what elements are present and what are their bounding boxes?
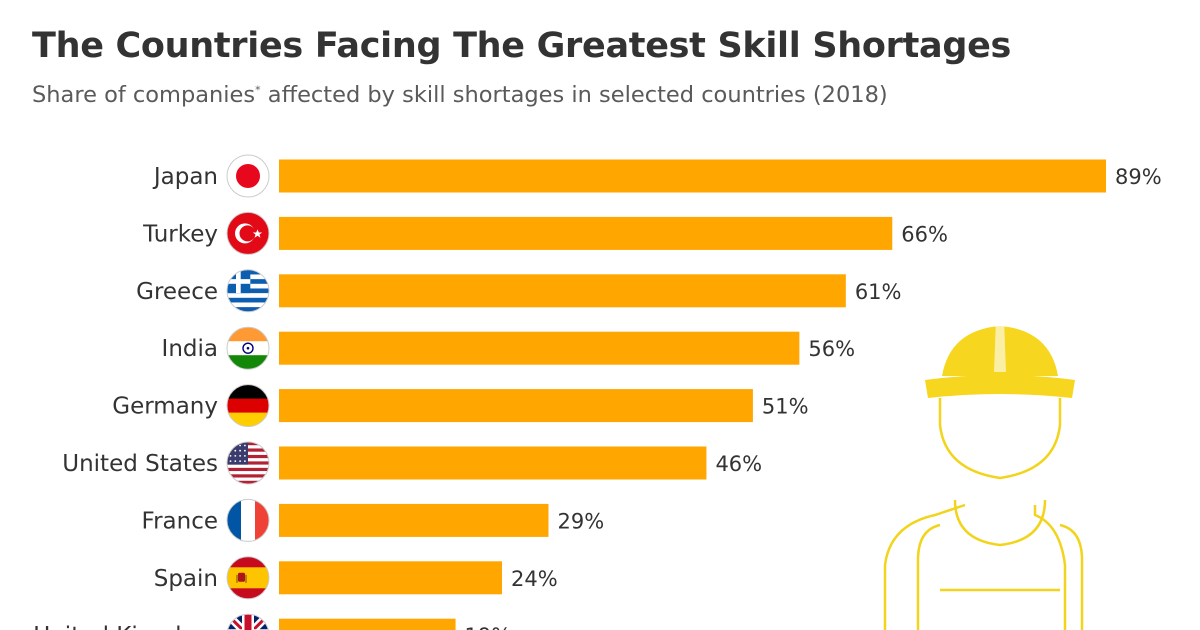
united-states-flag — [226, 441, 270, 485]
category-label: Turkey — [142, 221, 218, 247]
category-label: Japan — [152, 164, 218, 190]
category-label: United States — [62, 451, 218, 477]
bar — [279, 618, 456, 630]
subtitle-text-end: affected by skill shortages in selected … — [260, 82, 888, 108]
value-label: 51% — [762, 395, 809, 419]
chart-title: The Countries Facing The Greatest Skill … — [32, 26, 1012, 66]
category-label: Germany — [112, 394, 218, 420]
united-kingdom-flag — [227, 613, 269, 630]
bar — [279, 389, 753, 423]
category-label: Spain — [154, 566, 218, 592]
bar — [279, 561, 503, 595]
value-label: 56% — [808, 337, 855, 361]
category-label: Greece — [136, 279, 218, 305]
bar — [279, 159, 1106, 193]
japan-flag — [226, 154, 270, 198]
bar — [279, 216, 893, 250]
chart-rows: Japan 89% Turkey 66% Greece 61% India 56% German… — [33, 154, 1162, 630]
chart-subtitle: Share of companies* affected by skill sh… — [32, 82, 888, 108]
value-label: 46% — [715, 452, 762, 476]
spain-flag — [226, 556, 270, 600]
bar — [279, 446, 707, 480]
france-flag — [226, 498, 270, 542]
germany-flag — [226, 384, 270, 428]
turkey-flag — [226, 211, 270, 255]
value-label: 29% — [557, 509, 604, 533]
value-label: 89% — [1115, 165, 1162, 189]
value-label: 61% — [855, 280, 902, 304]
subtitle-footnote-mark: * — [255, 83, 261, 97]
india-flag — [226, 326, 270, 370]
value-label: 19% — [465, 624, 512, 630]
category-label: United Kingdom — [33, 623, 218, 630]
bar — [279, 331, 800, 365]
greece-flag — [226, 269, 270, 313]
value-label: 66% — [901, 222, 948, 246]
category-label: India — [162, 336, 218, 362]
category-label: France — [142, 508, 218, 534]
construction-worker-icon — [883, 318, 1084, 630]
subtitle-text-start: Share of companies — [32, 82, 256, 108]
value-label: 24% — [511, 567, 558, 591]
bar — [279, 503, 549, 537]
bar — [279, 274, 846, 308]
